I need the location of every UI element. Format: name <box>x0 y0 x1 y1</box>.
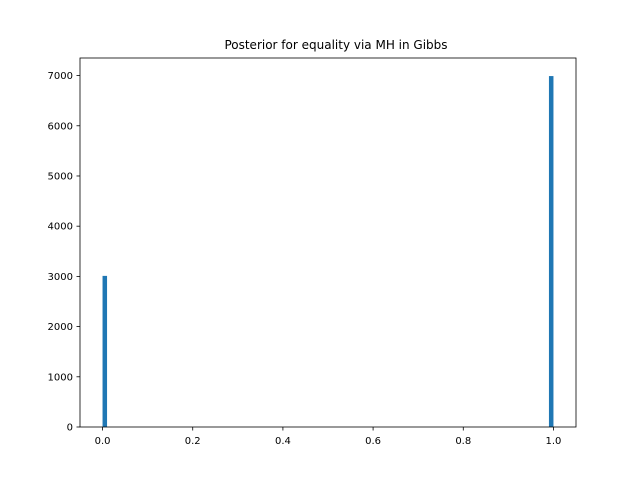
x-tick-label: 0.2 <box>185 436 201 447</box>
y-tick-label: 3000 <box>48 272 73 283</box>
y-tick-label: 5000 <box>48 171 73 182</box>
x-tick-label: 0.8 <box>455 436 471 447</box>
chart-title: Posterior for equality via MH in Gibbs <box>224 38 447 52</box>
y-tick-label: 1000 <box>48 372 73 383</box>
histogram-bar-0 <box>102 275 108 427</box>
x-axis-ticks: 0.0 0.2 0.4 0.6 0.8 1.0 <box>95 427 562 447</box>
histogram-bar-1 <box>548 76 554 427</box>
x-tick-label: 0.0 <box>95 436 111 447</box>
x-tick-label: 0.6 <box>365 436 381 447</box>
y-tick-label: 4000 <box>48 222 73 233</box>
y-tick-label: 7000 <box>48 71 73 82</box>
y-axis-ticks: 0 1000 2000 3000 4000 5000 6000 7000 <box>48 71 80 434</box>
x-tick-label: 1.0 <box>546 436 562 447</box>
y-tick-label: 0 <box>67 423 73 434</box>
x-tick-label: 0.4 <box>275 436 291 447</box>
plot-frame <box>79 57 577 428</box>
y-tick-label: 2000 <box>48 322 73 333</box>
y-tick-label: 6000 <box>48 121 73 132</box>
bars-layer <box>102 76 554 427</box>
